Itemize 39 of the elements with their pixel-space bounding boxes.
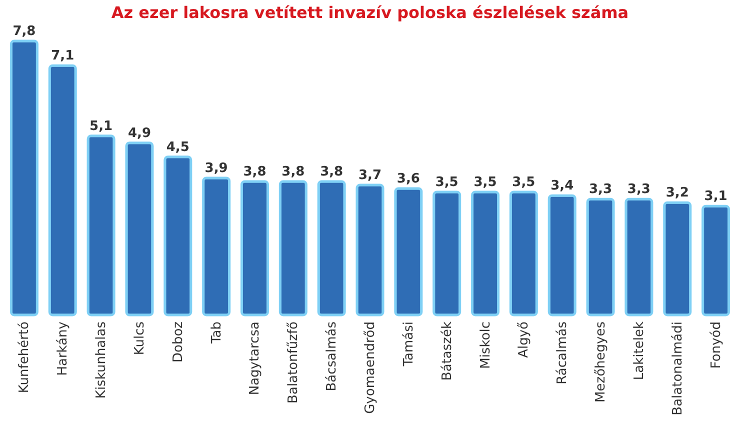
x-tick-label: Tab (209, 322, 224, 345)
data-label: 3,5 (474, 175, 497, 190)
data-label: 3,6 (396, 172, 420, 187)
data-label: 3,9 (204, 161, 228, 176)
x-tick-label: Fonyód (708, 322, 724, 369)
x-tick-label: Kunfehértó (17, 321, 32, 394)
x-tick-label: Bátaszék (440, 321, 455, 381)
data-label: 3,2 (666, 186, 689, 201)
x-tick-label: Lakitelek (632, 321, 647, 380)
x-tick-label: Rácalmás (555, 321, 570, 384)
data-label: 3,1 (704, 189, 728, 204)
x-tick-label: Algyő (516, 321, 532, 358)
data-label: 3,7 (358, 168, 382, 184)
data-label: 3,8 (282, 164, 305, 180)
x-tick-label: Miskolc (478, 322, 494, 369)
x-tick-label: Nagytarcsa (248, 322, 263, 396)
x-tick-label: Balatonalmádi (670, 322, 686, 416)
data-label: 5,1 (90, 118, 113, 134)
data-label: 3,4 (550, 178, 574, 194)
x-tick-label: Doboz (170, 321, 186, 362)
data-label: 3,8 (243, 164, 266, 180)
chart-title: Az ezer lakosra vetített invazív poloska észlelések száma (111, 3, 629, 22)
data-label: 7,8 (12, 24, 36, 39)
data-label: 3,3 (627, 182, 650, 198)
x-tick-label: Tamási (401, 322, 416, 368)
data-label: 3,5 (435, 175, 458, 190)
data-label: 3,5 (512, 175, 536, 190)
data-label: 3,8 (320, 164, 344, 180)
x-tick-label: Mezőhegyes (594, 321, 609, 402)
x-tick-label: Kulcs (132, 321, 148, 356)
data-label: 4,9 (128, 126, 151, 141)
x-tick-label: Gyomaendrőd (363, 322, 378, 414)
data-label: 4,5 (166, 140, 190, 155)
data-label: 3,3 (589, 182, 612, 198)
x-tick-label: Bácsalmás (324, 321, 340, 392)
x-tick-label: Kiskunhalas (94, 321, 110, 399)
x-tick-label: Harkány (56, 321, 71, 376)
x-tick-label: Balatonfűzfő (286, 321, 302, 404)
data-label: 7,1 (51, 48, 74, 64)
